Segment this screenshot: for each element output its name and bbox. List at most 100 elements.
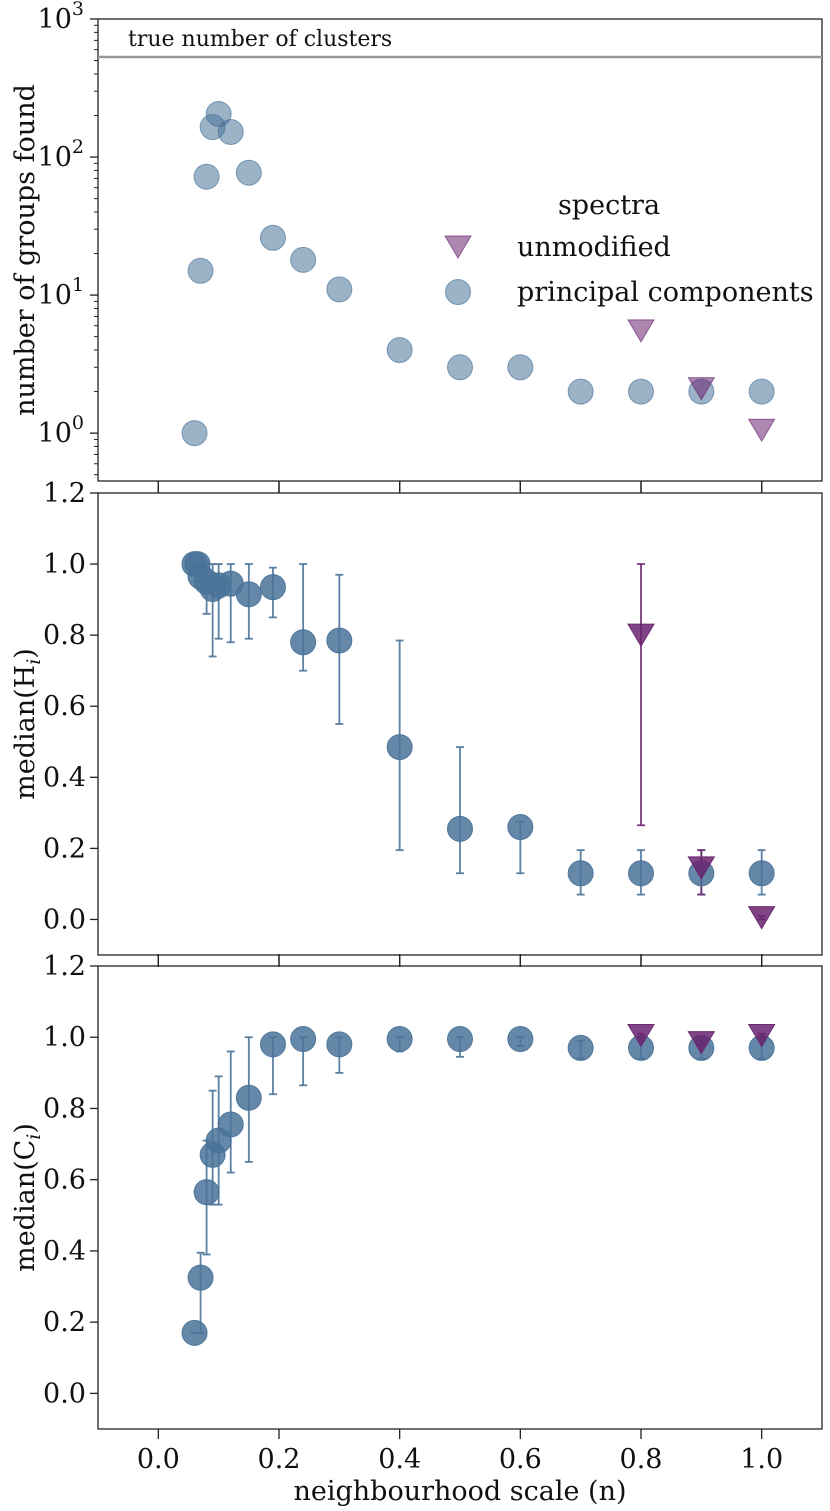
panel-median-c-markers: [181, 1023, 776, 1346]
unmodified-point: [747, 906, 776, 930]
y-tick-label: 0.0: [43, 904, 86, 935]
pc-point: [235, 581, 262, 608]
pc-point: [259, 574, 286, 601]
legend: spectra unmodified principal components: [444, 190, 814, 308]
panel-median-h-markers: [181, 551, 776, 930]
unmodified-point: [687, 856, 716, 880]
panel-median-c-x-axis: 0.0 0.2 0.4 0.6 0.8 1.0: [137, 954, 783, 1475]
unmodified-point: [687, 377, 716, 401]
panel-groups-y-axis: 100 101 102 103: [38, 0, 98, 476]
pc-point: [193, 163, 220, 190]
pc-point: [628, 860, 654, 887]
unmodified-point: [747, 418, 776, 443]
y-tick-label: 0.8: [43, 1093, 86, 1124]
pc-point: [217, 118, 244, 145]
y-tick-label: 0.4: [43, 1236, 86, 1267]
y-tick-label: 1.2: [43, 478, 86, 509]
pc-point: [447, 354, 473, 381]
pc-point: [567, 1034, 594, 1061]
panel-median-c: 0.0 0.2 0.4 0.6 0.8 1.0 1.2 0.0 0.2 0.4 0.6 0.8 1.0…: [10, 951, 823, 1507]
pc-point: [193, 1179, 220, 1206]
legend-title: spectra: [558, 190, 660, 221]
panel-median-h-y-axis: 0.0 0.2 0.4 0.6 0.8 1.0 1.2: [43, 478, 98, 935]
legend-label: unmodified: [517, 232, 671, 263]
x-axis-label: neighbourhood scale (n): [293, 1476, 626, 1507]
pc-point: [507, 354, 534, 381]
unmodified-point: [627, 319, 655, 343]
pc-point: [217, 1111, 244, 1138]
unmodified-point: [747, 1023, 776, 1048]
panel-groups-x-ticks: [157, 481, 763, 493]
pc-point: [507, 814, 534, 841]
pc-point: [447, 815, 473, 842]
legend-marker: [445, 279, 471, 305]
pc-point: [326, 276, 353, 303]
y-tick-label: 1.0: [43, 549, 86, 580]
panel-groups-found: 100 101 102 103 true number of clusters spe…: [10, 0, 823, 493]
legend-entries: unmodified principal components: [444, 232, 814, 308]
panel-groups-y-label: number of groups found: [10, 84, 41, 416]
pc-point: [748, 860, 775, 887]
pc-point: [447, 1026, 473, 1053]
pc-point: [326, 627, 353, 654]
pc-point: [507, 1026, 534, 1053]
pc-point: [386, 337, 413, 364]
y-tick-label: 0.0: [43, 1378, 86, 1409]
legend-marker: [444, 235, 472, 259]
x-tick-label: 0.8: [620, 1444, 663, 1475]
x-tick-label: 0.4: [378, 1444, 421, 1475]
pc-point: [235, 159, 262, 186]
panel-median-h-error-bars: [190, 563, 766, 921]
unmodified-point: [687, 1031, 716, 1055]
y-tick-label: 0.6: [43, 691, 86, 722]
y-tick-label: 0.2: [43, 1307, 86, 1338]
x-tick-label: 0.0: [137, 1444, 180, 1475]
y-tick-label: 1.2: [43, 951, 86, 982]
pc-point: [628, 378, 654, 405]
unmodified-point: [627, 623, 655, 648]
y-tick-label: 0.4: [43, 762, 86, 793]
y-tick-label: 101: [38, 274, 84, 311]
pc-point: [386, 1026, 413, 1053]
pc-point: [290, 1026, 317, 1053]
panel-groups-markers: [181, 101, 776, 447]
pc-point: [187, 257, 214, 284]
pc-point: [259, 1031, 286, 1058]
y-tick-label: 1.0: [43, 1022, 86, 1053]
pc-point: [205, 101, 232, 128]
pc-point: [748, 378, 775, 405]
pc-point: [187, 1264, 214, 1291]
pc-point: [290, 246, 317, 273]
pc-point: [290, 629, 317, 656]
pc-point: [235, 1084, 262, 1111]
panel-median-c-y-axis: 0.0 0.2 0.4 0.6 0.8 1.0 1.2: [43, 951, 98, 1409]
x-tick-label: 0.2: [258, 1444, 301, 1475]
unmodified-point: [627, 1023, 655, 1048]
x-tick-label: 0.6: [499, 1444, 542, 1475]
panel-median-h: 0.0 0.2 0.4 0.6 0.8 1.0 1.2 median(Hi): [10, 478, 823, 967]
pc-point: [386, 734, 413, 761]
y-tick-label: 103: [38, 0, 84, 35]
pc-point: [326, 1031, 353, 1058]
x-tick-label: 1.0: [740, 1444, 783, 1475]
pc-point: [567, 860, 594, 887]
y-tick-label: 100: [38, 412, 84, 449]
pc-point: [181, 1319, 208, 1346]
true-clusters-annotation: true number of clusters: [128, 27, 392, 52]
pc-point: [567, 378, 594, 405]
y-tick-label: 102: [38, 136, 84, 173]
panel-median-c-error-bars: [190, 1032, 766, 1334]
panel-median-h-y-label: median(Hi): [10, 648, 45, 800]
panel-median-h-frame: [97, 492, 823, 956]
panel-median-h-x-ticks: [157, 481, 763, 967]
pc-point: [259, 224, 286, 251]
pc-point: [181, 420, 208, 447]
y-tick-label: 0.8: [43, 620, 86, 651]
y-tick-label: 0.2: [43, 833, 86, 864]
panel-median-c-frame: [97, 965, 823, 1430]
legend-label: principal components: [517, 277, 814, 308]
y-tick-label: 0.6: [43, 1165, 86, 1196]
panel-groups-frame: [97, 18, 823, 482]
panel-median-c-y-label: median(Ci): [10, 1123, 45, 1272]
